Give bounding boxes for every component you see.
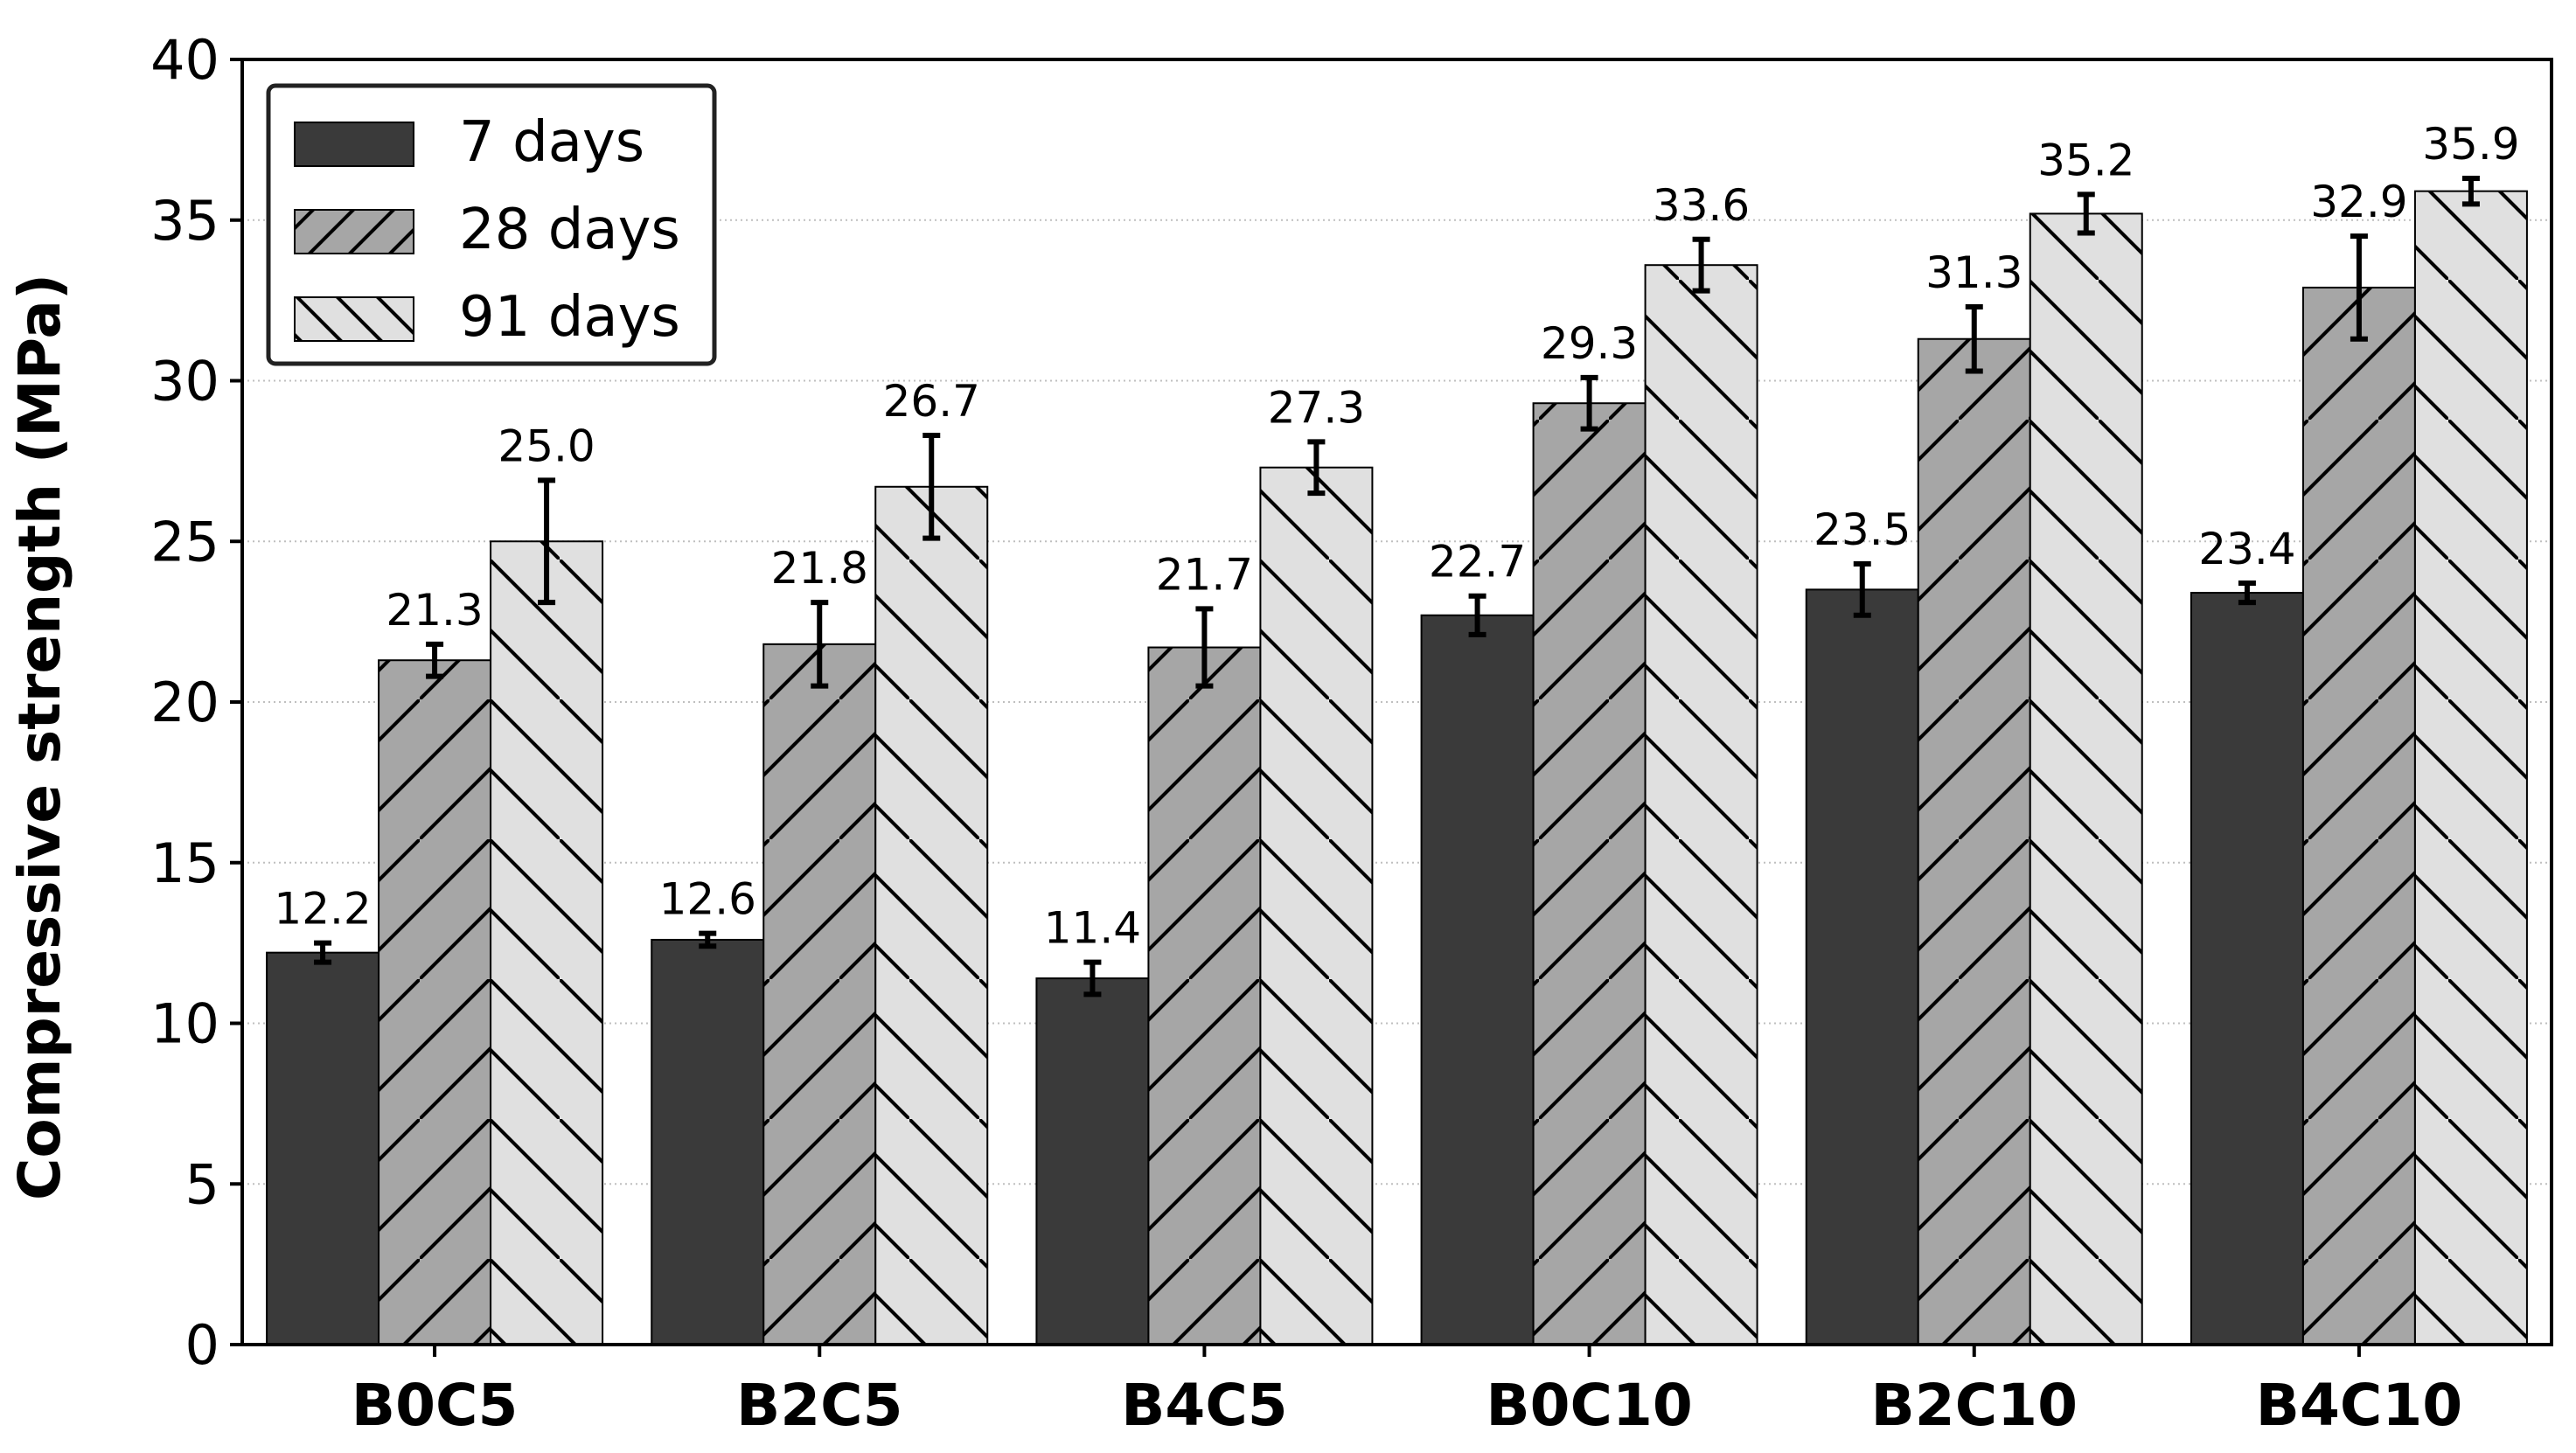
y-tick-label: 15	[150, 831, 219, 895]
bar	[2190, 592, 2304, 1345]
y-tick-label: 30	[150, 350, 219, 414]
y-tick-label: 40	[150, 28, 219, 92]
legend-label: 28 days	[459, 198, 680, 262]
y-tick-label: 20	[150, 671, 219, 734]
y-axis: 0 5 10 15 20 25 30 35 40	[150, 28, 242, 1377]
error-bars	[314, 175, 2480, 998]
y-axis-title: Compressive strength (MPa)	[6, 274, 73, 1200]
bar	[1532, 402, 1647, 1346]
bar	[2413, 190, 2528, 1345]
legend: 7 days 28 days 91 days	[266, 83, 717, 366]
legend-swatch	[294, 209, 414, 254]
y-tick-label: 25	[150, 510, 219, 574]
bar	[1644, 264, 1758, 1346]
x-axis: B0C5 B2C5 B4C5 B0C10 B2C10 B4C10	[352, 1345, 2462, 1439]
x-tick-label: B0C5	[352, 1372, 519, 1439]
data-label: 31.3	[1925, 247, 2023, 298]
legend-label: 91 days	[459, 285, 680, 350]
y-tick-label: 10	[150, 992, 219, 1056]
data-label: 23.4	[2198, 524, 2295, 574]
data-label: 33.6	[1653, 180, 1750, 231]
bar	[1420, 614, 1535, 1345]
data-label: 21.8	[771, 543, 868, 594]
bar	[266, 951, 380, 1346]
x-tick-label: B4C5	[1121, 1372, 1288, 1439]
legend-label: 7 days	[459, 110, 644, 175]
x-tick-label: B0C10	[1486, 1372, 1693, 1439]
y-tick-label: 5	[185, 1152, 219, 1216]
data-label: 25.0	[498, 421, 595, 471]
data-label: 22.7	[1429, 537, 1526, 587]
bar	[651, 938, 765, 1345]
data-label: 32.9	[2310, 177, 2407, 227]
bars	[266, 190, 2528, 1346]
data-label: 27.3	[1268, 382, 1365, 433]
bar	[1147, 646, 1262, 1345]
y-tick-label: 35	[150, 189, 219, 253]
bar	[1917, 337, 2031, 1346]
data-label: 12.2	[274, 884, 371, 935]
x-tick-label: B4C10	[2256, 1372, 2463, 1439]
bar	[762, 643, 877, 1345]
data-label: 26.7	[883, 376, 980, 427]
legend-swatch	[294, 296, 414, 342]
data-label: 21.3	[386, 585, 483, 636]
legend-swatch	[294, 122, 414, 167]
bar	[2301, 286, 2416, 1345]
data-label: 23.5	[1814, 504, 1911, 555]
data-label: 29.3	[1541, 318, 1638, 369]
bar	[490, 540, 604, 1345]
x-tick-label: B2C5	[736, 1372, 903, 1439]
data-label: 11.4	[1044, 903, 1141, 954]
bar	[1259, 466, 1374, 1345]
bar	[2029, 212, 2143, 1345]
grid-lines	[242, 219, 2552, 1185]
data-label: 35.2	[2037, 135, 2134, 185]
data-label: 35.9	[2422, 119, 2519, 170]
y-tick-label: 0	[185, 1313, 219, 1377]
data-labels: 12.2 21.3 25.0 12.6 21.8 26.7 11.4 21.7 27.3 22.7…	[274, 119, 2519, 954]
x-tick-label: B2C10	[1870, 1372, 2078, 1439]
data-label: 21.7	[1156, 549, 1253, 600]
bar	[1035, 977, 1150, 1346]
bar	[1805, 588, 1919, 1345]
bar	[378, 659, 492, 1345]
bar	[874, 485, 989, 1345]
data-label: 12.6	[659, 874, 756, 925]
